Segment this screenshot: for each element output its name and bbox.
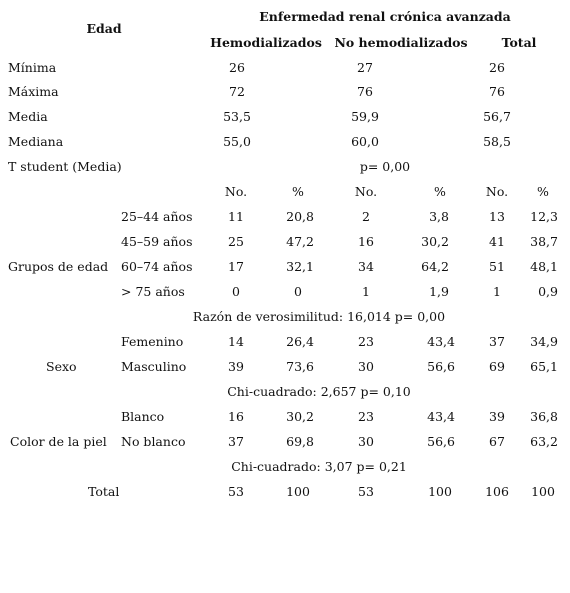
cell-n: 23 [358,334,374,349]
cell-n: 14 [228,334,244,349]
cell-n: 37 [228,434,244,449]
cell-n: 13 [489,209,505,224]
cell-n: 30 [358,434,374,449]
cell-pct: 38,7 [530,234,558,249]
stat-value: 59,9 [351,109,379,124]
subheader-pct: % [537,184,549,199]
cell-pct: 63,2 [530,434,558,449]
row-label: Femenino [121,334,184,349]
cell-n: 0 [232,284,240,299]
cell-pct: 56,6 [427,359,455,374]
group-label-sex: Sexo [46,359,77,374]
header-group-title: Enfermedad renal crónica avanzada [259,9,511,24]
subheader-no: No. [354,184,378,199]
cell-pct: 56,6 [427,434,455,449]
cell-n: 53 [358,484,374,499]
subheader-no: No. [224,184,248,199]
cell-n: 69 [489,359,505,374]
header-total: Total [501,35,537,50]
cell-pct: 32,1 [286,259,314,274]
stat-value: 26 [229,60,245,75]
stat-value: 27 [357,60,373,75]
cell-pct: 30,2 [421,234,449,249]
cell-pct: 65,1 [530,359,558,374]
cell-n: 16 [358,234,374,249]
stat-value: 58,5 [483,134,511,149]
stat-value: 72 [229,84,245,99]
group-label-skin: Color de la piel [10,434,107,449]
cell-n: 11 [228,209,244,224]
group-label-age: Grupos de edad [8,259,109,274]
cell-pct: 30,2 [286,409,314,424]
cell-n: 37 [489,334,505,349]
cell-pct: 12,3 [530,209,558,224]
header-hemodializados: Hemodializados [210,35,322,50]
cell-pct: 3,8 [429,209,449,224]
stat-label: Mediana [8,134,64,149]
subheader-no: No. [485,184,509,199]
cell-pct: 100 [531,484,555,499]
cell-pct: 20,8 [286,209,314,224]
tstudent-value: p= 0,00 [359,159,411,174]
stat-value: 55,0 [223,134,251,149]
cell-n: 53 [228,484,244,499]
cell-pct: 36,8 [530,409,558,424]
cell-pct: 100 [428,484,452,499]
cell-pct: 69,8 [286,434,314,449]
age-test: Razón de verosimilitud: 16,014 p= 0,00 [192,309,446,324]
cell-n: 39 [489,409,505,424]
stat-value: 56,7 [483,109,511,124]
cell-n: 106 [485,484,509,499]
header-edad: Edad [86,21,122,36]
cell-n: 39 [228,359,244,374]
cell-n: 17 [228,259,244,274]
subheader-pct: % [434,184,446,199]
cell-pct: 47,2 [286,234,314,249]
cell-n: 41 [489,234,505,249]
cell-n: 1 [493,284,501,299]
stat-label: Media [8,109,48,124]
subheader-pct: % [292,184,304,199]
cell-pct: 34,9 [530,334,558,349]
cell-pct: 43,4 [427,409,455,424]
cell-pct: 100 [286,484,310,499]
cell-n: 1 [362,284,370,299]
row-label: Blanco [121,409,165,424]
cell-pct: 0,9 [538,284,558,299]
sex-test: Chi-cuadrado: 2,657 p= 0,10 [227,384,411,399]
cell-n: 34 [358,259,374,274]
stat-label: Máxima [8,84,59,99]
cell-n: 25 [228,234,244,249]
row-label: 25–44 años [121,209,193,224]
cell-pct: 48,1 [530,259,558,274]
cell-pct: 43,4 [427,334,455,349]
cell-pct: 0 [294,284,302,299]
cell-pct: 26,4 [286,334,314,349]
stat-label: Mínima [8,60,57,75]
stat-value: 76 [357,84,373,99]
header-no-hemodializados: No hemodializados [334,35,468,50]
row-label: Masculino [121,359,187,374]
cell-pct: 73,6 [286,359,314,374]
row-label: > 75 años [121,284,185,299]
row-label: No blanco [121,434,186,449]
cell-n: 30 [358,359,374,374]
tstudent-label: T student (Media) [8,159,122,174]
cell-n: 16 [228,409,244,424]
stat-value: 76 [489,84,505,99]
total-label: Total [88,484,120,499]
row-label: 45–59 años [121,234,193,249]
cell-pct: 1,9 [429,284,449,299]
row-label: 60–74 años [121,259,193,274]
cell-n: 23 [358,409,374,424]
stat-value: 53,5 [223,109,251,124]
stat-value: 60,0 [351,134,379,149]
cell-n: 67 [489,434,505,449]
skin-test: Chi-cuadrado: 3,07 p= 0,21 [231,459,407,474]
cell-n: 51 [489,259,505,274]
stat-value: 26 [489,60,505,75]
cell-pct: 64,2 [421,259,449,274]
cell-n: 2 [362,209,370,224]
